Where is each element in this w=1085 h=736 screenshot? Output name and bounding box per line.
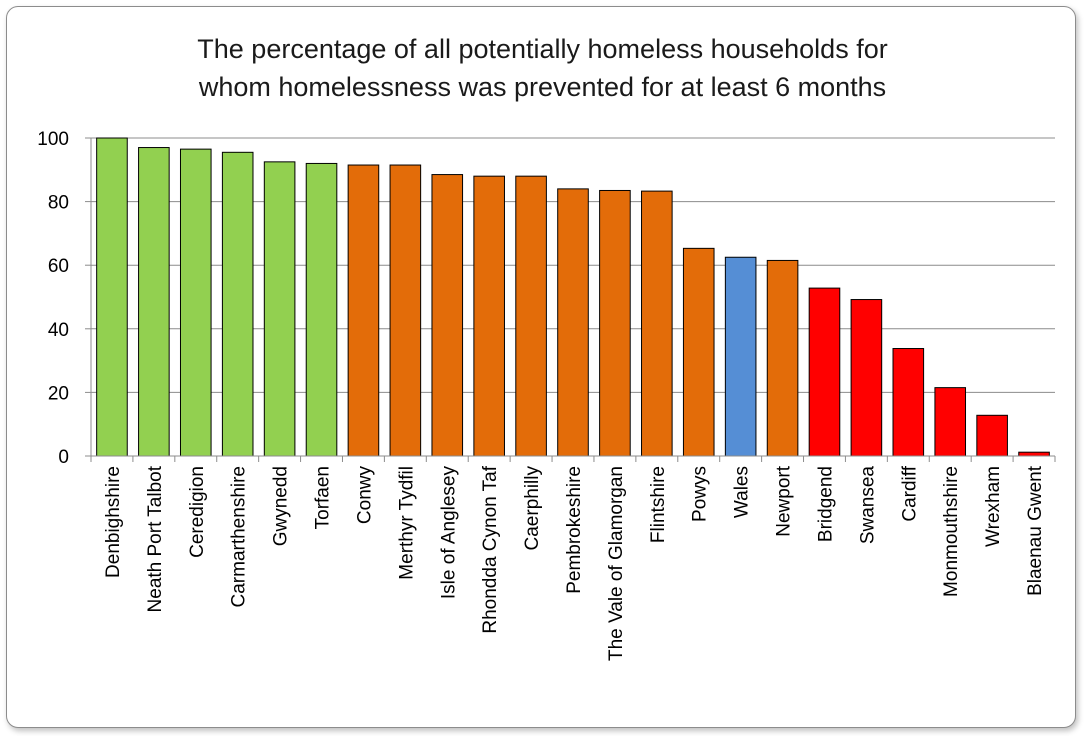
x-category-label: Neath Port Talbot	[145, 465, 166, 612]
x-category-label: Monmouthshire	[941, 466, 962, 597]
x-category-label: Bridgend	[815, 466, 836, 542]
x-category-label: The Vale of Glamorgan	[606, 466, 627, 661]
bar	[976, 414, 1008, 457]
x-category-label: Rhondda Cynon Taf	[480, 465, 501, 633]
bar	[473, 175, 505, 457]
bar	[766, 259, 799, 457]
bar	[138, 147, 170, 457]
x-category-label: Conwy	[354, 466, 375, 525]
bar	[557, 188, 589, 457]
bar	[682, 247, 715, 457]
x-category-label: Flintshire	[648, 466, 669, 543]
x-category-label: Torfaen	[313, 466, 334, 529]
bar	[96, 137, 128, 457]
x-category-label: Isle of Anglesey	[438, 466, 459, 600]
x-category-label: Merthyr Tydfil	[396, 466, 417, 580]
bar	[850, 299, 883, 457]
x-category-label: Wales	[732, 466, 753, 518]
bars	[96, 137, 1050, 457]
y-tick-label: 100	[37, 129, 69, 150]
bar	[305, 162, 338, 457]
x-category-label: Swansea	[857, 466, 878, 545]
bar	[599, 189, 631, 457]
bar	[221, 151, 254, 457]
y-tick-label: 60	[48, 256, 69, 277]
labels: 0 20 40 60 80 100 Denbighshire Neath Port Talbo…	[37, 129, 1046, 661]
bar	[347, 164, 380, 457]
bar	[179, 148, 212, 457]
x-category-label: Cardiff	[899, 465, 920, 521]
chart-title-line-1: The percentage of all potentially homele…	[197, 34, 888, 64]
bar	[389, 164, 422, 457]
x-category-label: Carmarthenshire	[229, 466, 250, 608]
bar	[515, 175, 547, 457]
bar	[724, 256, 757, 457]
bar	[934, 387, 967, 457]
bar	[1018, 451, 1050, 457]
bar	[641, 190, 673, 457]
bar	[431, 174, 464, 457]
axes	[85, 137, 1056, 462]
bar	[892, 348, 925, 457]
x-category-label: Newport	[774, 465, 795, 536]
x-category-label: Blaenau Gwent	[1025, 465, 1046, 596]
bar	[808, 287, 841, 457]
y-tick-label: 40	[48, 320, 69, 341]
x-category-label: Ceredigion	[187, 466, 208, 558]
x-category-label: Wrexham	[983, 466, 1004, 547]
x-category-label: Caerphilly	[522, 466, 543, 551]
y-tick-label: 0	[58, 447, 69, 468]
x-category-label: Denbighshire	[103, 466, 124, 578]
y-tick-label: 20	[48, 383, 69, 404]
x-category-label: Gwynedd	[271, 466, 292, 546]
x-category-label: Powys	[690, 466, 711, 522]
bar	[263, 161, 296, 457]
x-category-label: Pembrokeshire	[564, 466, 585, 594]
chart-title-line-2: whom homelessness was prevented for at l…	[198, 72, 887, 102]
y-tick-label: 80	[48, 193, 69, 214]
